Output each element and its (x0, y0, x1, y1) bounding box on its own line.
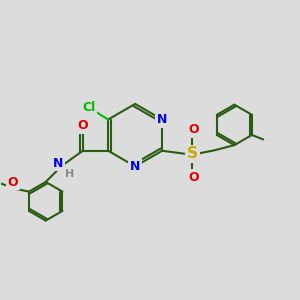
Text: N: N (53, 157, 64, 170)
Text: O: O (189, 171, 199, 184)
Text: N: N (130, 160, 140, 173)
Text: H: H (65, 169, 74, 179)
Text: O: O (8, 176, 18, 189)
Text: N: N (157, 113, 167, 126)
Text: Cl: Cl (82, 100, 95, 114)
Text: O: O (189, 123, 199, 136)
Text: O: O (77, 119, 88, 132)
Text: S: S (187, 146, 198, 161)
